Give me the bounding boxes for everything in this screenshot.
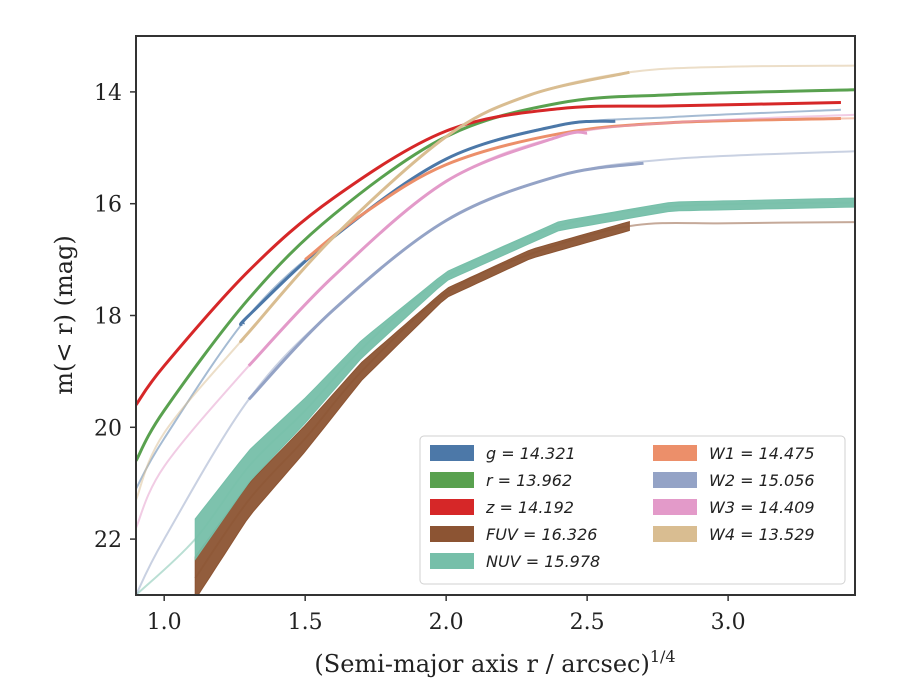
series-z xyxy=(136,101,841,406)
x-axis-label: (Semi-major axis r / arcsec)1/4 xyxy=(314,647,675,678)
series-W3 xyxy=(136,113,855,529)
legend-item: g = 14.321 xyxy=(430,444,576,463)
x-tick-label: 2.5 xyxy=(570,610,605,635)
legend-swatch xyxy=(430,553,474,569)
series-NUV xyxy=(136,197,855,595)
series-FUV-band xyxy=(194,220,630,595)
legend-swatch xyxy=(430,445,474,461)
legend-label: W1 = 14.475 xyxy=(709,444,815,463)
legend-label: W2 = 15.056 xyxy=(709,471,815,490)
x-axis-label-power: 1/4 xyxy=(650,647,676,666)
legend: g = 14.321 r = 13.962 z = 14.192 FUV = 16.3… xyxy=(419,435,846,585)
series-r xyxy=(136,88,855,462)
x-axis: 1.0 1.5 2.0 2.5 3.0 xyxy=(147,595,746,635)
series-W2 xyxy=(136,150,855,595)
y-tick-label: 18 xyxy=(94,305,122,330)
x-tick-label: 3.0 xyxy=(711,610,746,635)
y-tick-label: 14 xyxy=(94,81,122,106)
legend-swatch xyxy=(653,445,697,461)
legend-item: FUV = 16.326 xyxy=(430,525,597,544)
legend-swatch xyxy=(653,499,697,515)
legend-label: NUV = 15.978 xyxy=(486,552,600,571)
legend-swatch xyxy=(653,472,697,488)
y-axis: 14 16 18 20 22 xyxy=(94,81,136,553)
legend-item: r = 13.962 xyxy=(430,471,572,490)
legend-label: FUV = 16.326 xyxy=(486,525,597,544)
legend-label: W4 = 13.529 xyxy=(709,525,815,544)
legend-swatch xyxy=(430,472,474,488)
legend-item: NUV = 15.978 xyxy=(430,552,600,571)
y-tick-label: 22 xyxy=(94,528,122,553)
series-W3-line xyxy=(247,130,588,367)
legend-swatch xyxy=(430,526,474,542)
legend-item: W1 = 14.475 xyxy=(653,444,815,463)
curves-layer xyxy=(136,64,855,595)
legend-label: r = 13.962 xyxy=(486,471,572,490)
series-NUV-band xyxy=(194,197,855,561)
legend-label: g = 14.321 xyxy=(486,444,576,463)
series-FUV xyxy=(194,220,855,595)
y-tick-label: 16 xyxy=(94,193,122,218)
series-r-line xyxy=(136,88,855,462)
legend-item: W2 = 15.056 xyxy=(653,471,815,490)
legend-label: z = 14.192 xyxy=(485,498,574,517)
legend-swatch xyxy=(430,499,474,515)
series-W4-line xyxy=(239,70,630,344)
y-tick-label: 20 xyxy=(94,416,122,441)
legend-swatch xyxy=(653,526,697,542)
series-z-line xyxy=(136,101,841,406)
legend-frame xyxy=(419,435,846,585)
x-tick-label: 1.5 xyxy=(288,610,323,635)
series-W4 xyxy=(136,64,855,501)
legend-label: W3 = 14.409 xyxy=(709,498,815,517)
legend-item: W4 = 13.529 xyxy=(653,525,815,544)
legend-item: W3 = 14.409 xyxy=(653,498,815,517)
legend-item: z = 14.192 xyxy=(430,498,574,517)
x-tick-label: 2.0 xyxy=(429,610,464,635)
series-W2-line xyxy=(247,161,644,401)
y-axis-label: m(< r) (mag) xyxy=(50,235,78,394)
x-tick-label: 1.0 xyxy=(147,610,182,635)
